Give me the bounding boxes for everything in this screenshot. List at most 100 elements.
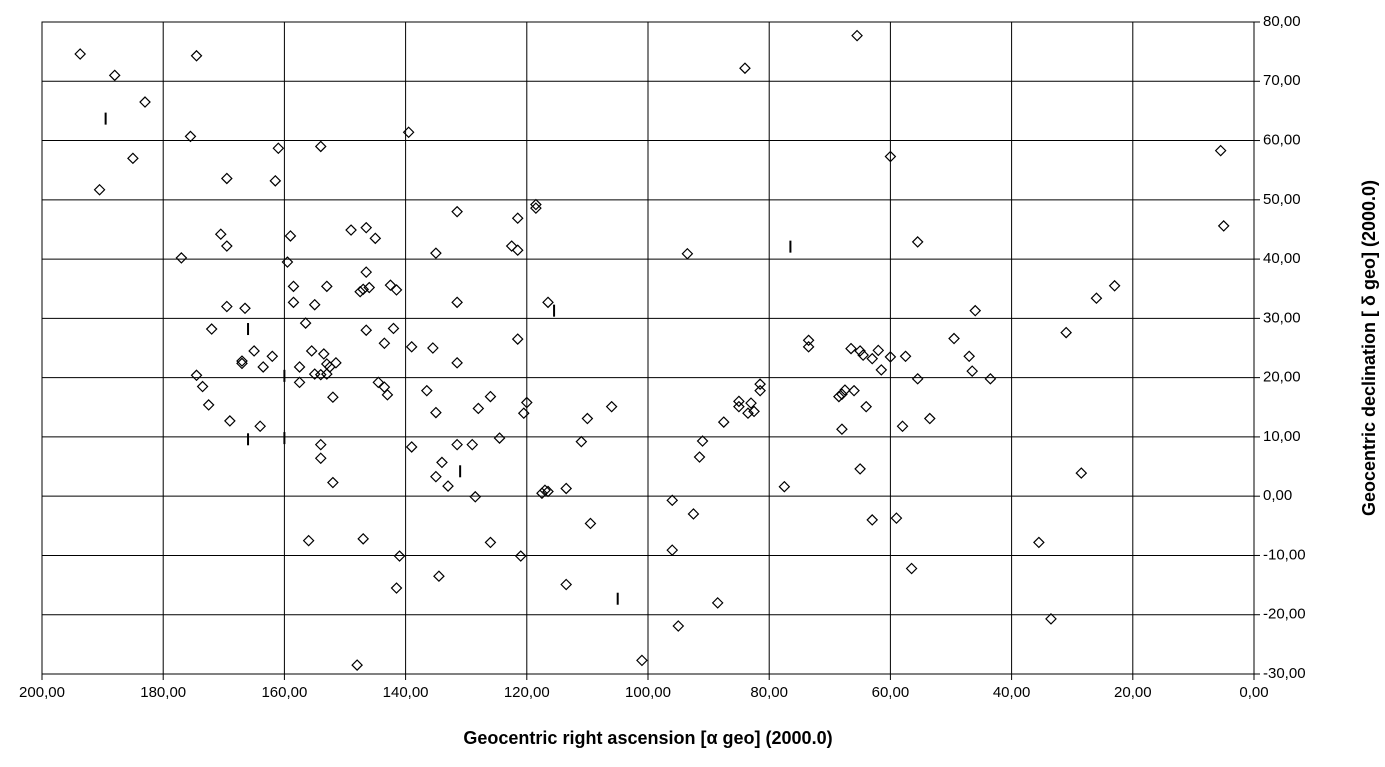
point <box>402 126 415 139</box>
x-tick-label: 140,00 <box>383 684 429 701</box>
point <box>754 378 766 391</box>
point <box>427 342 439 354</box>
point <box>314 438 327 451</box>
point <box>390 582 403 594</box>
point <box>899 350 912 363</box>
y-tick-label: 50,00 <box>1263 191 1301 208</box>
point <box>327 476 339 489</box>
point <box>196 380 209 393</box>
point <box>320 368 333 380</box>
point <box>845 342 857 355</box>
point <box>184 130 197 143</box>
point <box>802 340 815 353</box>
point <box>505 240 518 252</box>
point <box>1214 144 1227 157</box>
y-tick-label: 40,00 <box>1263 250 1301 267</box>
point <box>493 432 506 444</box>
point <box>248 345 260 357</box>
point <box>1075 467 1088 479</box>
x-tick-label: 80,00 <box>750 684 788 701</box>
point <box>293 376 306 389</box>
point <box>74 48 87 60</box>
point <box>866 352 879 365</box>
point <box>839 384 851 396</box>
y-tick-label: -20,00 <box>1263 606 1306 623</box>
point <box>430 470 442 483</box>
y-axis-title: Geocentric declination [ δ geo] (2000.0) <box>1359 180 1379 516</box>
point <box>314 368 327 381</box>
point <box>911 372 924 385</box>
point <box>717 416 730 428</box>
point <box>384 279 397 292</box>
point <box>517 407 530 420</box>
point <box>923 412 936 425</box>
point <box>742 407 754 420</box>
point <box>390 284 403 296</box>
point <box>239 302 251 315</box>
point <box>866 514 879 526</box>
point <box>360 324 373 337</box>
point <box>205 323 218 335</box>
point <box>511 212 524 225</box>
point <box>351 659 363 671</box>
point <box>266 350 279 363</box>
point <box>175 252 188 264</box>
y-tick-label: 80,00 <box>1263 13 1301 30</box>
point <box>269 175 282 187</box>
point <box>963 350 976 363</box>
point <box>305 345 318 357</box>
point <box>745 397 757 409</box>
point <box>969 304 982 317</box>
point <box>672 620 685 632</box>
point <box>966 365 979 377</box>
y-tick-label: -30,00 <box>1263 665 1306 682</box>
point <box>308 298 321 311</box>
point <box>539 484 551 497</box>
point <box>911 236 924 248</box>
point <box>430 406 442 419</box>
x-tick-label: 40,00 <box>993 684 1031 701</box>
point <box>560 482 573 495</box>
point <box>872 344 885 357</box>
point <box>190 49 203 62</box>
point <box>530 202 542 214</box>
point <box>520 396 533 409</box>
point <box>884 351 897 363</box>
point <box>605 400 618 413</box>
x-tick-label: 0,00 <box>1239 684 1268 701</box>
point <box>317 348 330 360</box>
point <box>202 399 215 411</box>
point <box>236 357 248 370</box>
y-tick-label: -10,00 <box>1263 546 1306 563</box>
x-tick-label: 20,00 <box>1114 684 1152 701</box>
point <box>469 490 482 503</box>
point <box>542 296 554 309</box>
point <box>314 452 327 465</box>
point <box>739 62 751 75</box>
y-tick-label: 0,00 <box>1263 487 1292 504</box>
point <box>514 550 527 562</box>
point <box>420 384 433 397</box>
point <box>484 390 497 403</box>
point <box>854 345 866 357</box>
point <box>436 456 448 469</box>
point <box>405 340 418 353</box>
point <box>330 356 342 369</box>
point <box>466 438 479 451</box>
point <box>511 333 524 345</box>
x-tick-label: 120,00 <box>504 684 550 701</box>
plot-border <box>41 21 1255 675</box>
point <box>381 388 394 401</box>
point <box>320 280 333 293</box>
x-tick-label: 200,00 <box>19 684 65 701</box>
point <box>281 256 294 268</box>
point <box>636 654 648 667</box>
point <box>354 285 366 298</box>
x-tick-label: 160,00 <box>261 684 307 701</box>
point <box>687 508 700 520</box>
point <box>272 142 285 155</box>
point <box>875 364 888 376</box>
point <box>93 183 106 196</box>
